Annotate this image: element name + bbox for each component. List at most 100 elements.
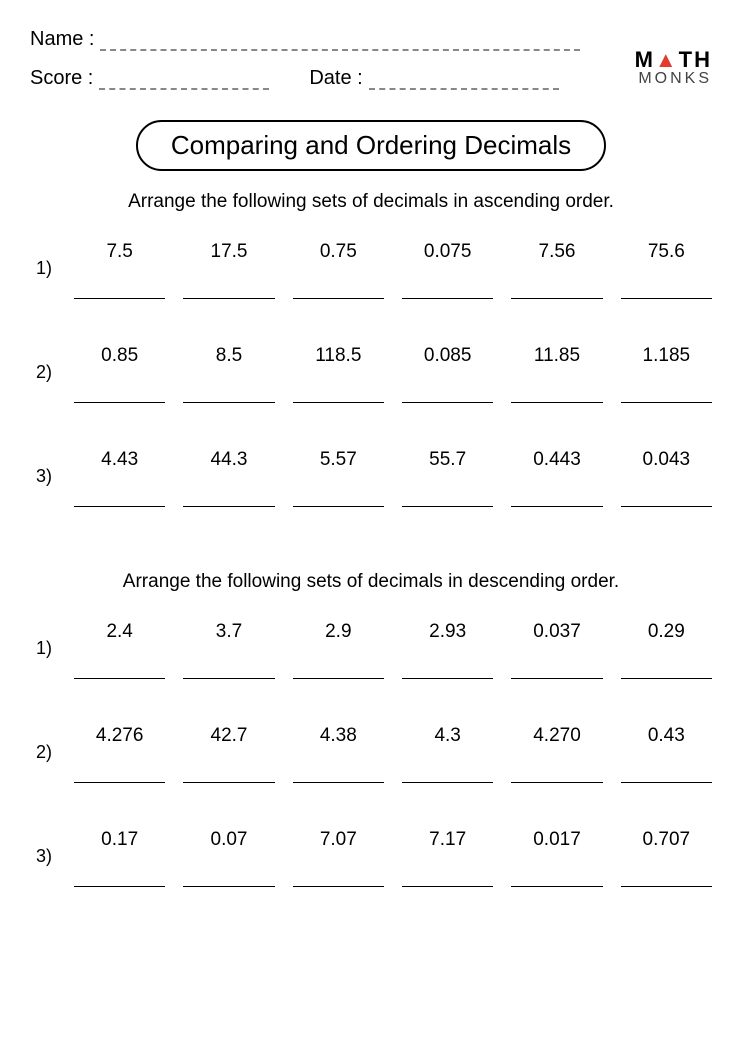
value-cell: 118.5: [293, 341, 384, 371]
values-grid: 0.85 8.5 118.5 0.085 11.85 1.185: [74, 341, 712, 403]
value-cell: 17.5: [183, 237, 274, 267]
value-cell: 3.7: [183, 617, 274, 647]
value-cell: 44.3: [183, 445, 274, 475]
asc-row-1: 1) 7.5 17.5 0.75 0.075 7.56 75.6: [30, 237, 712, 299]
desc-row-2: 2) 4.276 42.7 4.38 4.3 4.270 0.43: [30, 721, 712, 783]
answer-blank[interactable]: [511, 377, 602, 403]
row-label: 2): [30, 362, 74, 383]
answer-blank[interactable]: [293, 861, 384, 887]
answer-blank[interactable]: [402, 377, 493, 403]
value-cell: 11.85: [511, 341, 602, 371]
value-cell: 0.43: [621, 721, 712, 751]
answer-blank[interactable]: [183, 377, 274, 403]
answer-blank[interactable]: [402, 481, 493, 507]
answer-blank[interactable]: [511, 273, 602, 299]
value-cell: 0.17: [74, 825, 165, 855]
answer-blank[interactable]: [293, 653, 384, 679]
answer-blank[interactable]: [74, 481, 165, 507]
answer-blank[interactable]: [402, 273, 493, 299]
answer-blank[interactable]: [402, 757, 493, 783]
answer-blank[interactable]: [621, 273, 712, 299]
descending-instruction: Arrange the following sets of decimals i…: [30, 571, 712, 593]
value-cell: 0.29: [621, 617, 712, 647]
value-cell: 4.38: [293, 721, 384, 751]
name-line[interactable]: [100, 33, 580, 51]
answer-blank[interactable]: [74, 757, 165, 783]
answer-blank[interactable]: [74, 861, 165, 887]
ascending-instruction: Arrange the following sets of decimals i…: [30, 191, 712, 213]
logo-triangle-icon: ▲: [655, 47, 679, 72]
value-cell: 0.07: [183, 825, 274, 855]
value-cell: 0.075: [402, 237, 493, 267]
answer-blank[interactable]: [621, 377, 712, 403]
answer-blank[interactable]: [183, 757, 274, 783]
values-grid: 2.4 3.7 2.9 2.93 0.037 0.29: [74, 617, 712, 679]
answer-blank[interactable]: [511, 481, 602, 507]
answer-blank[interactable]: [183, 273, 274, 299]
value-cell: 0.043: [621, 445, 712, 475]
name-label: Name :: [30, 28, 94, 51]
value-cell: 2.93: [402, 617, 493, 647]
values-grid: 7.5 17.5 0.75 0.075 7.56 75.6: [74, 237, 712, 299]
logo-m: M: [635, 47, 655, 72]
row-label: 1): [30, 638, 74, 659]
value-cell: 4.270: [511, 721, 602, 751]
logo-th: TH: [679, 47, 712, 72]
answer-blank[interactable]: [183, 861, 274, 887]
row-label: 2): [30, 742, 74, 763]
desc-row-1: 1) 2.4 3.7 2.9 2.93 0.037 0.29: [30, 617, 712, 679]
answer-blank[interactable]: [183, 653, 274, 679]
values-grid: 4.276 42.7 4.38 4.3 4.270 0.43: [74, 721, 712, 783]
mathmonks-logo: M▲TH MONKS: [635, 50, 712, 86]
answer-blank[interactable]: [183, 481, 274, 507]
value-cell: 0.037: [511, 617, 602, 647]
value-cell: 7.56: [511, 237, 602, 267]
name-row: Name :: [30, 28, 712, 51]
value-cell: 4.276: [74, 721, 165, 751]
value-cell: 0.707: [621, 825, 712, 855]
value-cell: 8.5: [183, 341, 274, 371]
row-label: 3): [30, 846, 74, 867]
descending-block: 1) 2.4 3.7 2.9 2.93 0.037 0.29 2) 4.276: [30, 617, 712, 887]
answer-blank[interactable]: [621, 481, 712, 507]
row-label: 1): [30, 258, 74, 279]
value-cell: 55.7: [402, 445, 493, 475]
value-cell: 7.17: [402, 825, 493, 855]
answer-blank[interactable]: [402, 653, 493, 679]
value-cell: 7.07: [293, 825, 384, 855]
logo-bottom: MONKS: [635, 71, 712, 86]
answer-blank[interactable]: [74, 377, 165, 403]
value-cell: 1.185: [621, 341, 712, 371]
answer-blank[interactable]: [293, 377, 384, 403]
value-cell: 4.3: [402, 721, 493, 751]
value-cell: 0.443: [511, 445, 602, 475]
answer-blank[interactable]: [621, 757, 712, 783]
answer-blank[interactable]: [293, 481, 384, 507]
answer-blank[interactable]: [293, 757, 384, 783]
score-label: Score :: [30, 67, 93, 90]
value-cell: 0.085: [402, 341, 493, 371]
answer-blank[interactable]: [511, 861, 602, 887]
value-cell: 7.5: [74, 237, 165, 267]
score-line[interactable]: [99, 72, 269, 90]
value-cell: 4.43: [74, 445, 165, 475]
value-cell: 75.6: [621, 237, 712, 267]
worksheet-title: Comparing and Ordering Decimals: [136, 120, 606, 171]
answer-blank[interactable]: [511, 653, 602, 679]
asc-row-3: 3) 4.43 44.3 5.57 55.7 0.443 0.043: [30, 445, 712, 507]
value-cell: 0.75: [293, 237, 384, 267]
answer-blank[interactable]: [621, 861, 712, 887]
answer-blank[interactable]: [293, 273, 384, 299]
answer-blank[interactable]: [402, 861, 493, 887]
answer-blank[interactable]: [74, 273, 165, 299]
worksheet-page: Name : Score : Date : M▲TH MONKS Compari…: [0, 0, 742, 1050]
value-cell: 42.7: [183, 721, 274, 751]
logo-top: M▲TH: [635, 50, 712, 71]
answer-blank[interactable]: [511, 757, 602, 783]
value-cell: 0.85: [74, 341, 165, 371]
answer-blank[interactable]: [621, 653, 712, 679]
date-line[interactable]: [369, 72, 559, 90]
value-cell: 0.017: [511, 825, 602, 855]
answer-blank[interactable]: [74, 653, 165, 679]
row-label: 3): [30, 466, 74, 487]
